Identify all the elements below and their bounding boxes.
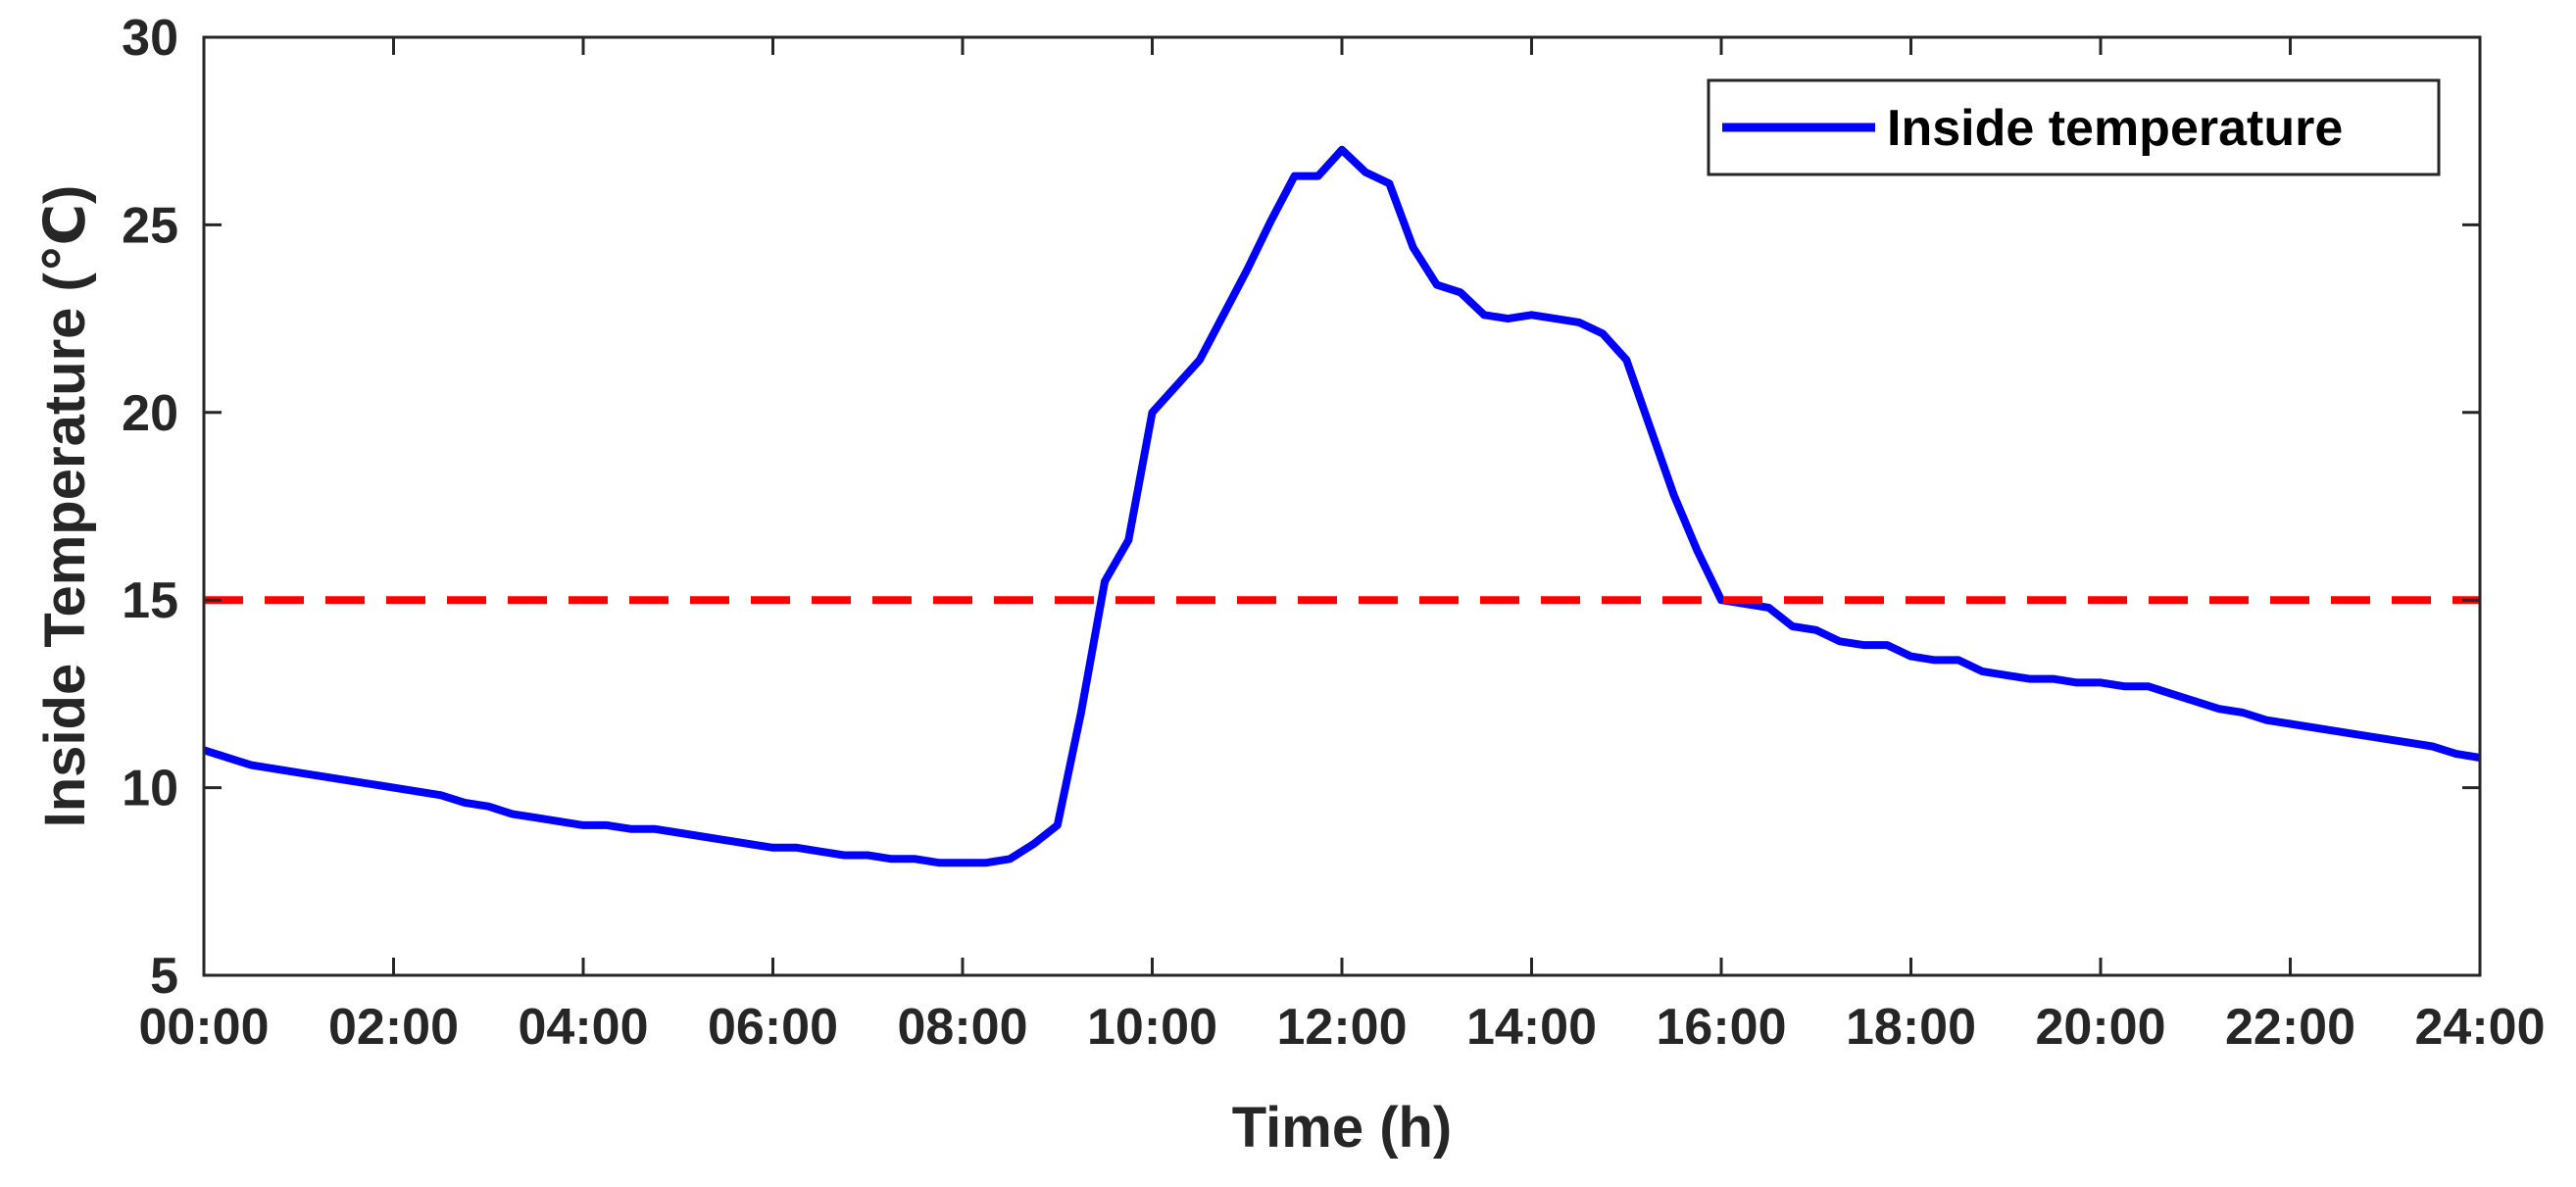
x-tick-label: 22:00 [2225, 999, 2355, 1056]
x-tick-label: 00:00 [139, 999, 270, 1056]
y-tick-label: 20 [122, 385, 178, 442]
y-tick-labels: 5 10 15 20 25 30 [122, 10, 178, 1005]
y-tick-label: 5 [150, 948, 178, 1005]
x-tick-label: 18:00 [1846, 999, 1976, 1056]
x-tick-label: 12:00 [1277, 999, 1408, 1056]
x-tick-label: 10:00 [1087, 999, 1217, 1056]
y-axis-title: Inside Temperature (℃) [33, 185, 97, 828]
x-tick-label: 02:00 [328, 999, 459, 1056]
x-tick-labels: 00:00 02:00 04:00 06:00 08:00 10:00 12:00 14:00… [139, 999, 2546, 1056]
series-layer [202, 145, 2481, 867]
x-tick-label: 24:00 [2415, 999, 2546, 1056]
x-tick-label: 16:00 [1657, 999, 1787, 1056]
x-tick-label: 08:00 [898, 999, 1028, 1056]
x-tick-label: 06:00 [708, 999, 838, 1056]
y-tick-label: 10 [122, 761, 178, 817]
x-tick-label: 20:00 [2036, 999, 2166, 1056]
x-axis-title: Time (h) [1232, 1096, 1453, 1160]
axis-ticks [202, 35, 2482, 977]
legend: Inside temperature [1707, 78, 2441, 176]
y-tick-label: 30 [122, 10, 178, 67]
y-tick-label: 25 [122, 197, 178, 254]
legend-label-inside-temperature: Inside temperature [1887, 100, 2343, 157]
y-tick-label: 15 [122, 572, 178, 629]
x-tick-label: 14:00 [1466, 999, 1597, 1056]
x-tick-label: 04:00 [519, 999, 649, 1056]
series-line-inside-temperature [202, 145, 2481, 867]
